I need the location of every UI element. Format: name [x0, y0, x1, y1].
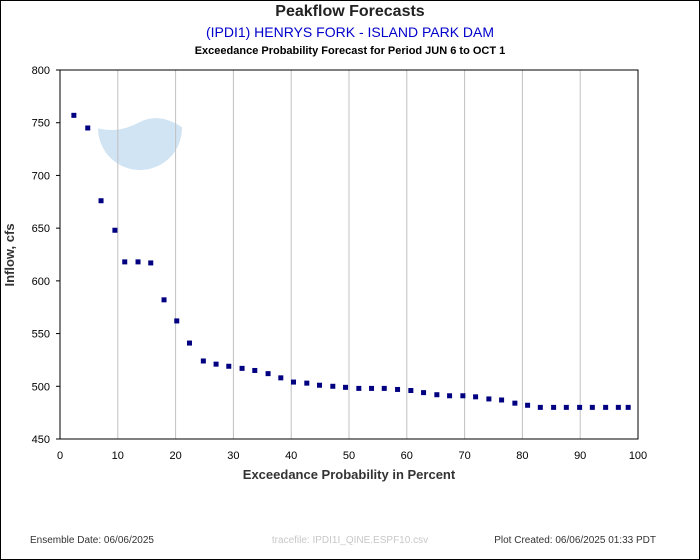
x-tick-label: 90: [574, 450, 586, 462]
data-point: [408, 388, 414, 394]
data-point: [213, 361, 219, 367]
data-point: [563, 404, 569, 410]
data-point: [135, 259, 141, 265]
data-point: [252, 367, 258, 373]
data-point: [98, 198, 104, 204]
data-point: [460, 393, 466, 399]
x-axis-label: Exceedance Probability in Percent: [243, 467, 456, 482]
data-point: [447, 393, 453, 399]
data-points: [71, 112, 631, 410]
x-tick-label: 100: [629, 450, 647, 462]
data-point: [226, 363, 232, 369]
y-axis-label: Inflow, cfs: [2, 223, 17, 286]
x-tick-label: 70: [458, 450, 470, 462]
data-point: [603, 404, 609, 410]
data-point: [161, 297, 167, 303]
data-point: [537, 404, 543, 410]
data-point: [381, 385, 387, 391]
y-tick-label: 700: [32, 170, 50, 182]
data-point: [71, 112, 77, 118]
x-tick-label: 30: [227, 450, 239, 462]
y-tick-label: 800: [32, 65, 50, 77]
forecast-period: Exceedance Probability Forecast for Peri…: [194, 45, 506, 57]
plot-created: Plot Created: 06/06/2025 01:33 PDT: [494, 535, 656, 546]
plot-area: [59, 69, 639, 440]
data-point: [85, 125, 91, 131]
chart-title: Peakflow Forecasts: [275, 3, 425, 20]
data-point: [317, 382, 323, 388]
tracefile-name: tracefile: IPDI1I_QINE.ESPF10.csv: [271, 535, 429, 546]
data-point: [434, 392, 440, 398]
data-point: [304, 380, 310, 386]
data-point: [239, 365, 245, 371]
data-point: [473, 394, 479, 400]
y-tick-label: 600: [32, 276, 50, 288]
data-point: [589, 404, 595, 410]
data-point: [551, 404, 557, 410]
x-tick-label: 50: [343, 450, 355, 462]
data-point: [343, 384, 349, 390]
data-point: [369, 385, 375, 391]
data-point: [330, 383, 336, 389]
data-point: [148, 260, 154, 266]
y-axis-ticks: 450 500 550 600 650 700 750 800: [32, 65, 60, 446]
x-tick-label: 20: [169, 450, 181, 462]
data-point: [615, 404, 621, 410]
data-point: [421, 390, 427, 396]
data-point: [486, 396, 492, 402]
data-point: [625, 404, 631, 410]
x-tick-label: 40: [285, 450, 297, 462]
x-tick-label: 10: [112, 450, 124, 462]
noaa-logo-text: NOAA: [116, 99, 164, 116]
data-point: [395, 386, 401, 392]
y-tick-label: 450: [32, 434, 50, 446]
data-point: [174, 318, 180, 324]
x-tick-label: 60: [401, 450, 413, 462]
y-tick-label: 750: [32, 118, 50, 130]
data-point: [112, 227, 118, 233]
data-point: [356, 385, 362, 391]
y-tick-label: 650: [32, 223, 50, 235]
data-point: [265, 371, 271, 377]
station-subtitle: (IPDI1) HENRYS FORK - ISLAND PARK DAM: [205, 24, 495, 40]
y-tick-label: 500: [32, 381, 50, 393]
grid: [117, 70, 581, 439]
data-point: [200, 358, 206, 364]
data-point: [122, 259, 128, 265]
data-point: [512, 400, 518, 406]
data-point: [278, 375, 284, 381]
data-point: [499, 397, 505, 403]
data-point: [186, 340, 192, 346]
noaa-logo-icon: NOAA: [96, 84, 184, 172]
y-tick-label: 550: [32, 329, 50, 341]
data-point: [577, 404, 583, 410]
x-axis-ticks: 0 10 20 30 40 50 60 70 80 90 100: [57, 450, 647, 462]
data-point: [525, 402, 531, 408]
ensemble-date: Ensemble Date: 06/06/2025: [30, 535, 154, 546]
data-point: [291, 379, 297, 385]
x-tick-label: 0: [57, 450, 63, 462]
x-tick-label: 80: [516, 450, 528, 462]
